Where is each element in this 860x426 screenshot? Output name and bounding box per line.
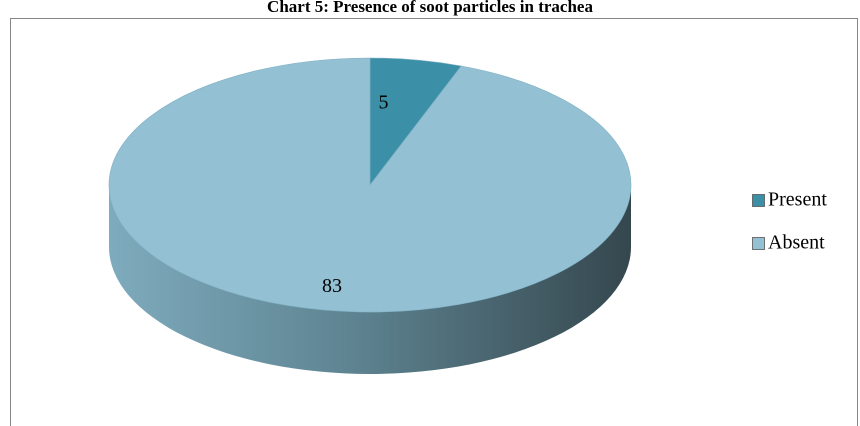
- pie: 5 83: [108, 57, 632, 374]
- pie-slice: [108, 57, 632, 313]
- data-label: 5: [379, 91, 389, 113]
- legend-swatch: [752, 194, 765, 207]
- legend-swatch: [752, 237, 765, 250]
- pie-side: [109, 185, 631, 374]
- chart-title: Chart 5: Presence of soot particles in t…: [267, 0, 593, 16]
- legend: Present Absent: [752, 189, 827, 254]
- data-label: 83: [322, 275, 342, 297]
- legend-label: Present: [768, 189, 827, 211]
- legend-label: Absent: [768, 232, 825, 254]
